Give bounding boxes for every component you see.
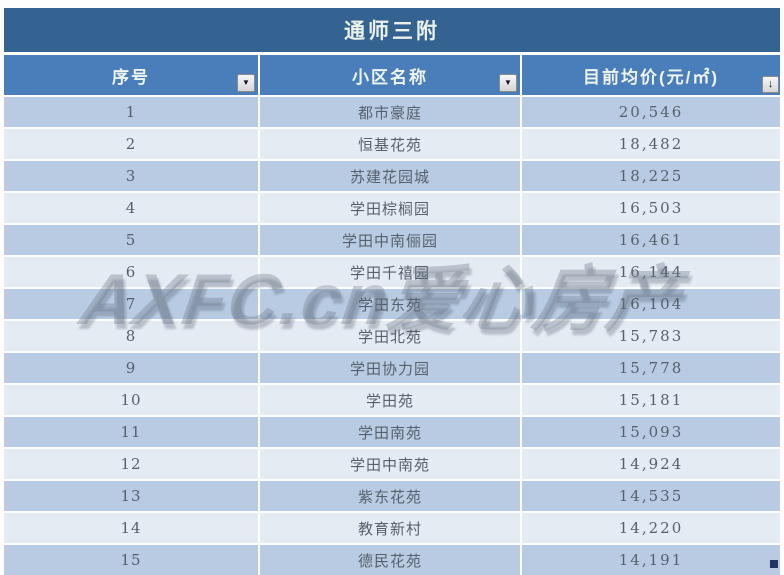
cell-index[interactable]: 2 [4,129,258,159]
cell-price[interactable]: 18,225 [522,161,780,191]
table-row: 1 都市豪庭 20,546 [4,97,780,127]
cell-price[interactable]: 16,104 [522,289,780,319]
cell-index[interactable]: 5 [4,225,258,255]
sort-descending-icon: ↓ [767,78,774,90]
cell-name[interactable]: 学田苑 [260,385,520,415]
cell-price[interactable]: 16,503 [522,193,780,223]
cell-price[interactable]: 14,191 [522,545,780,575]
header-row: 序号 ▼ 小区名称 ▼ 目前均价(元/㎡) ↓ [4,55,780,95]
cell-index[interactable]: 9 [4,353,258,383]
cell-price[interactable]: 14,220 [522,513,780,543]
cell-index[interactable]: 12 [4,449,258,479]
cell-name[interactable]: 学田中南俪园 [260,225,520,255]
cell-name[interactable]: 都市豪庭 [260,97,520,127]
cell-name[interactable]: 苏建花园城 [260,161,520,191]
cell-price[interactable]: 16,144 [522,257,780,287]
table-row: 12 学田中南苑 14,924 [4,449,780,479]
cell-index[interactable]: 15 [4,545,258,575]
table-body: 1 都市豪庭 20,546 2 恒基花苑 18,482 3 苏建花园城 18,2… [4,97,780,575]
cell-index[interactable]: 1 [4,97,258,127]
cell-name[interactable]: 学田协力园 [260,353,520,383]
table-row: 7 学田东苑 16,104 [4,289,780,319]
cell-index[interactable]: 6 [4,257,258,287]
table-row: 14 教育新村 14,220 [4,513,780,543]
header-cell-index: 序号 ▼ [4,55,258,95]
cell-name[interactable]: 学田中南苑 [260,449,520,479]
table-row: 11 学田南苑 15,093 [4,417,780,447]
cell-price[interactable]: 18,482 [522,129,780,159]
table-row: 13 紫东花苑 14,535 [4,481,780,511]
header-cell-price: 目前均价(元/㎡) ↓ [522,55,780,95]
header-label-index: 序号 [112,67,150,87]
cell-index[interactable]: 10 [4,385,258,415]
table-row: 2 恒基花苑 18,482 [4,129,780,159]
table-row: 4 学田棕榈园 16,503 [4,193,780,223]
cell-price[interactable]: 14,535 [522,481,780,511]
filter-dropdown-button-index[interactable]: ▼ [237,74,255,92]
cell-price[interactable]: 15,783 [522,321,780,351]
table-row: 5 学田中南俪园 16,461 [4,225,780,255]
table-row: 6 学田千禧园 16,144 [4,257,780,287]
table-row: 10 学田苑 15,181 [4,385,780,415]
table-row: 3 苏建花园城 18,225 [4,161,780,191]
table-row: 8 学田北苑 15,783 [4,321,780,351]
cell-index[interactable]: 8 [4,321,258,351]
table-row: 15 德民花苑 14,191 [4,545,780,575]
cell-name[interactable]: 紫东花苑 [260,481,520,511]
table-title: 通师三附 [4,8,780,52]
header-label-price: 目前均价(元/㎡) [582,67,720,87]
filter-dropdown-button-name[interactable]: ▼ [499,74,517,92]
cell-name[interactable]: 学田棕榈园 [260,193,520,223]
cell-price[interactable]: 15,181 [522,385,780,415]
table-row: 9 学田协力园 15,778 [4,353,780,383]
header-label-name: 小区名称 [352,67,428,87]
cell-name[interactable]: 教育新村 [260,513,520,543]
cell-price[interactable]: 15,778 [522,353,780,383]
cell-index[interactable]: 11 [4,417,258,447]
cell-index[interactable]: 13 [4,481,258,511]
selection-resize-handle[interactable] [770,560,778,568]
header-cell-name: 小区名称 ▼ [260,55,520,95]
cell-name[interactable]: 德民花苑 [260,545,520,575]
cell-price[interactable]: 14,924 [522,449,780,479]
sort-descending-button[interactable]: ↓ [762,76,779,93]
cell-name[interactable]: 学田北苑 [260,321,520,351]
cell-price[interactable]: 16,461 [522,225,780,255]
chevron-down-icon: ▼ [504,78,512,87]
cell-name[interactable]: 学田东苑 [260,289,520,319]
cell-index[interactable]: 7 [4,289,258,319]
cell-index[interactable]: 14 [4,513,258,543]
cell-index[interactable]: 4 [4,193,258,223]
cell-name[interactable]: 学田千禧园 [260,257,520,287]
cell-index[interactable]: 3 [4,161,258,191]
cell-price[interactable]: 15,093 [522,417,780,447]
chevron-down-icon: ▼ [242,78,250,87]
price-table: 通师三附 序号 ▼ 小区名称 ▼ 目前均价(元/㎡) ↓ [4,8,780,575]
cell-name[interactable]: 恒基花苑 [260,129,520,159]
cell-price[interactable]: 20,546 [522,97,780,127]
cell-name[interactable]: 学田南苑 [260,417,520,447]
